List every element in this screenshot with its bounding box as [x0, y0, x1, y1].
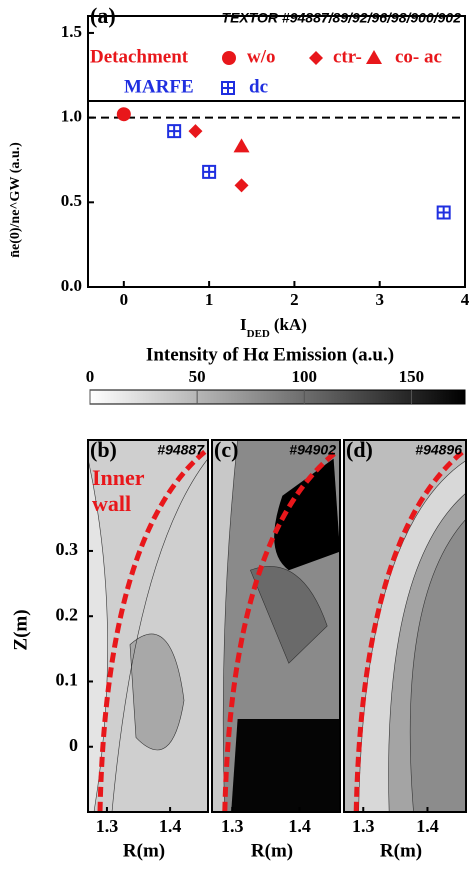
panel-label: (a)	[90, 3, 116, 28]
legend-group: MARFE	[124, 76, 194, 97]
data-point	[234, 178, 249, 193]
data-point	[188, 124, 203, 139]
colorbar-tick-label: 50	[189, 367, 206, 386]
y-tick-label: 0.2	[56, 604, 79, 624]
x-tick-label: 1.4	[416, 816, 439, 836]
contour	[274, 458, 340, 571]
legend-marker	[366, 50, 382, 64]
x-tick-label: 3	[375, 290, 384, 309]
x-label-sub: DED	[247, 328, 270, 340]
panel-label: (b)	[90, 437, 117, 462]
x-axis-label: R(m)	[123, 840, 165, 861]
x-tick-label: 1.3	[221, 816, 244, 836]
colorbar-title: Intensity of Hα Emission (a.u.)	[146, 344, 394, 365]
legend-group: Detachment	[90, 46, 189, 67]
legend-label: w/o	[247, 46, 276, 67]
data-point	[116, 107, 131, 122]
contour	[87, 458, 108, 813]
legend-marker	[222, 51, 236, 65]
contour	[409, 518, 467, 813]
colorbar-tick-label: 150	[399, 367, 425, 386]
x-tick-label: 4	[461, 290, 470, 309]
data-point	[436, 205, 451, 220]
x-tick-label: 1.4	[288, 816, 311, 836]
panel-title: #94902	[289, 442, 336, 458]
x-tick-label: 1.3	[96, 816, 119, 836]
y-tick-label: 0.0	[61, 276, 82, 295]
y-tick-label: 0.5	[61, 191, 82, 210]
legend-label: dc	[249, 76, 268, 97]
colorbar	[89, 389, 466, 405]
x-axis-label: R(m)	[380, 840, 422, 861]
image-frame	[87, 439, 209, 813]
y-tick-label: 0.1	[56, 670, 79, 690]
annotation: wall	[92, 491, 131, 516]
data-point	[167, 124, 182, 139]
y-axis-label: Z(m)	[10, 609, 31, 650]
image-frame	[343, 439, 467, 813]
x-label-main: I	[240, 315, 247, 334]
panel-title: #94896	[415, 442, 462, 458]
inner-wall	[222, 449, 339, 813]
image-frame	[211, 439, 341, 813]
legend-marker	[221, 81, 235, 95]
legend-label: co- ac	[395, 46, 442, 67]
legend-label: ctr-	[333, 46, 362, 67]
panel-title: #94887	[157, 442, 205, 458]
x-label-unit: (kA)	[274, 315, 307, 334]
contour	[231, 719, 340, 812]
data-point	[202, 164, 217, 179]
y-tick-label: 1.0	[61, 107, 82, 126]
x-axis-label: IDED (kA)	[240, 315, 307, 340]
colorbar-tick-label: 0	[86, 367, 95, 386]
x-tick-label: 0	[120, 290, 129, 309]
y-axis-label: n̄e(0)/ne^GW (a.u.)	[8, 142, 23, 258]
x-tick-label: 1.3	[352, 816, 375, 836]
x-tick-label: 1	[205, 290, 214, 309]
contour	[129, 633, 185, 751]
x-tick-label: 2	[290, 290, 299, 309]
colorbar-tick-label: 100	[292, 367, 318, 386]
plot-frame	[87, 15, 466, 288]
legend-marker	[309, 51, 323, 65]
y-tick-label: 0.3	[56, 539, 79, 559]
inner-wall	[353, 449, 466, 813]
contour	[111, 458, 209, 813]
image-bg	[88, 440, 208, 812]
y-tick-label: 1.5	[61, 22, 82, 41]
panel-label: (c)	[214, 437, 238, 462]
data-point	[233, 138, 250, 153]
annotation: Inner	[92, 465, 145, 490]
x-axis-label: R(m)	[251, 840, 293, 861]
x-tick-label: 1.4	[159, 816, 182, 836]
panel-label: (d)	[346, 437, 373, 462]
y-tick-label: 0	[69, 735, 78, 755]
inner-wall	[97, 449, 208, 813]
chart-title: TEXTOR #94887/89/92/96/98/900/902	[222, 10, 462, 26]
